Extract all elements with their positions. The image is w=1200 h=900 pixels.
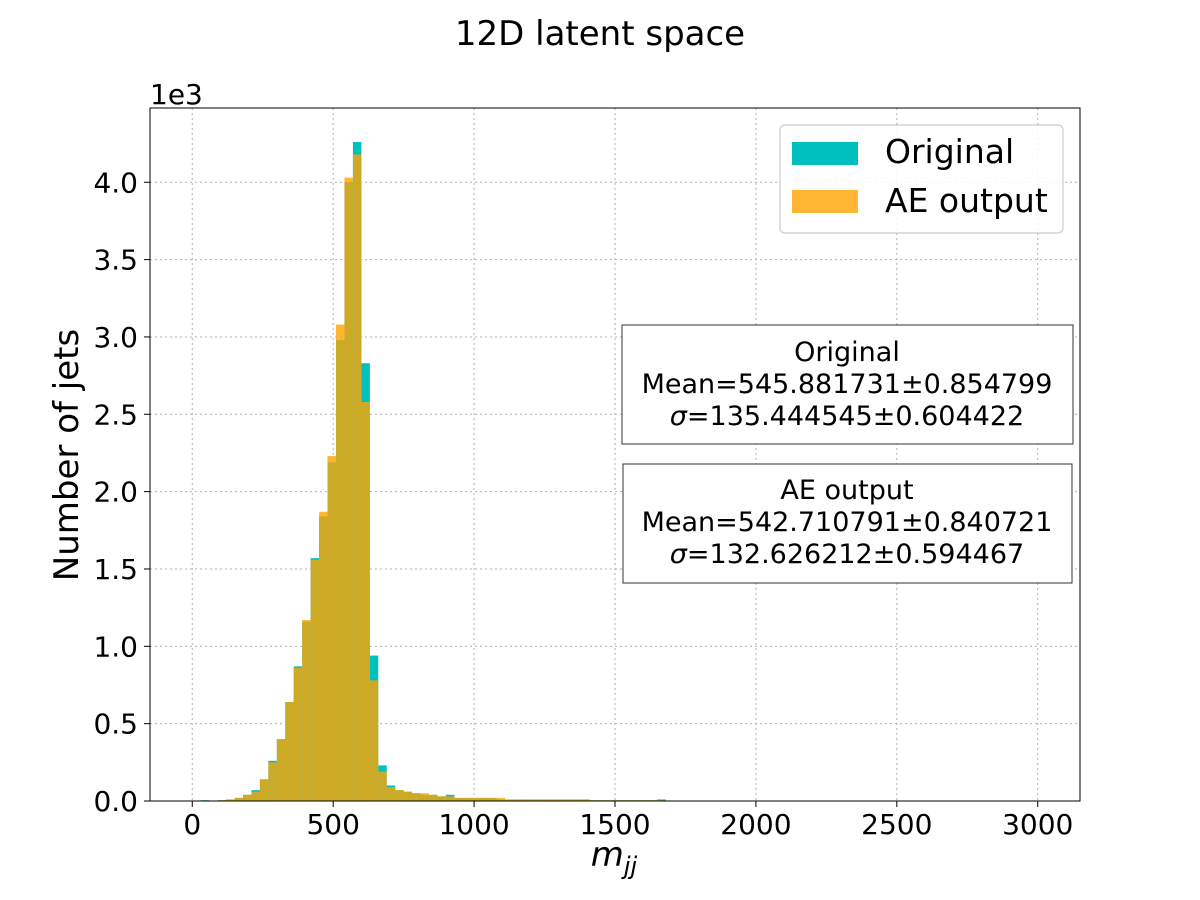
stat-box-original-title: Original [794, 337, 900, 368]
bar-ae-output-44 [572, 799, 582, 801]
bar-ae-output-14 [319, 511, 328, 801]
stat-box-ae-output-frame [622, 463, 1073, 584]
bar-ae-output-7 [259, 779, 269, 801]
stat-box-ae-output: AE output Mean=542.710791±0.840721 σ=132… [622, 463, 1073, 584]
x-tick-label-1: 500 [306, 808, 359, 841]
y-axis-label: Number of jets [47, 329, 87, 581]
stat-box-original: Original Mean=545.881731±0.854799 σ=135.… [621, 324, 1074, 445]
stat-box-ae-output-sigma: σ=132.626212±0.594467 [670, 539, 1024, 570]
bar-ae-output-34 [488, 797, 497, 801]
stat-box-ae-output-mean: Mean=542.710791±0.840721 [642, 507, 1053, 538]
y-tick-label-4: 2.0 [93, 476, 138, 509]
x-axis-label-subscript: jj [621, 852, 638, 880]
bar-ae-output-11 [293, 667, 303, 801]
legend-label-original: Original [885, 132, 1014, 171]
bar-ae-output-30 [454, 797, 463, 801]
y-tick-label-1: 0.5 [93, 708, 138, 741]
legend-swatch-original [792, 142, 858, 165]
legend: Original AE output [779, 124, 1064, 234]
bar-ae-output-32 [471, 797, 480, 801]
x-tick-label-3: 1500 [579, 808, 650, 841]
legend-swatch-ae-output [792, 190, 858, 213]
stat-box-original-mean: Mean=545.881731±0.854799 [642, 369, 1053, 400]
bar-ae-output-8 [268, 762, 277, 801]
bar-ae-output-4 [234, 797, 243, 801]
legend-label-ae-output: AE output [885, 181, 1048, 220]
x-tick-label-5: 2500 [861, 808, 932, 841]
bar-ae-output-35 [496, 797, 506, 801]
y-tick-label-3: 1.5 [93, 553, 138, 586]
bar-ae-output-21 [378, 771, 387, 801]
x-axis-label-main: m [591, 835, 624, 875]
bar-ae-output-16 [336, 324, 345, 801]
bar-ae-output-17 [344, 177, 353, 801]
bar-ae-output-40 [538, 799, 548, 801]
bar-ae-output-19 [361, 401, 370, 801]
bar-ae-output-22 [386, 787, 396, 801]
bar-ae-output-26 [420, 793, 429, 801]
y-tick-label-0: 0.0 [93, 785, 138, 818]
bar-ae-output-9 [276, 739, 286, 801]
bar-ae-output-24 [403, 791, 413, 801]
y-multiplier-label: 1e3 [150, 78, 203, 111]
x-tick-label-0: 0 [183, 808, 201, 841]
sigma-symbol: σ [670, 539, 688, 570]
bar-ae-output-5 [243, 794, 252, 801]
sigma-symbol: σ [670, 401, 688, 432]
bar-ae-output-13 [310, 559, 320, 801]
y-tick-label-2: 1.0 [93, 630, 138, 663]
bar-ae-output-3 [226, 799, 235, 801]
bar-ae-output-36 [505, 799, 514, 801]
bar-ae-output-45 [581, 799, 590, 801]
x-tick-label-4: 2000 [720, 808, 791, 841]
bar-ae-output-43 [564, 799, 573, 801]
y-tick-label-8: 4.0 [93, 166, 138, 199]
bar-ae-output-10 [285, 702, 294, 801]
bar-ae-output-39 [530, 799, 539, 801]
bar-ae-output-20 [369, 680, 379, 801]
bar-ae-output-33 [479, 797, 489, 801]
sigma-value: =132.626212±0.594467 [687, 539, 1024, 570]
bar-ae-output-37 [513, 799, 522, 801]
sigma-value: =135.444545±0.604422 [687, 401, 1024, 432]
stat-box-original-sigma: σ=135.444545±0.604422 [670, 401, 1024, 432]
chart-title: 12D latent space [455, 14, 745, 54]
bar-ae-output-38 [522, 799, 531, 801]
y-axis-ticks: 0.0 0.5 1.0 1.5 2.0 2.5 3.0 3.5 4.0 [93, 166, 150, 818]
x-axis-ticks: 0 500 1000 1500 2000 2500 3000 [183, 801, 1073, 841]
bar-ae-output-15 [327, 456, 336, 801]
series-ae-output-bars [217, 154, 666, 801]
x-axis-label: mjj [591, 835, 638, 880]
y-tick-label-7: 3.5 [93, 244, 138, 277]
bar-ae-output-31 [462, 797, 472, 801]
series-original-bars [200, 142, 666, 801]
bar-ae-output-18 [352, 154, 362, 801]
y-tick-label-6: 3.0 [93, 321, 138, 354]
bar-ae-output-27 [429, 794, 438, 801]
bar-ae-output-25 [412, 793, 421, 801]
stat-box-original-frame [621, 324, 1074, 445]
bar-ae-output-42 [555, 799, 565, 801]
x-tick-label-2: 1000 [438, 808, 509, 841]
bar-ae-output-23 [395, 790, 404, 801]
bar-ae-output-41 [547, 799, 556, 801]
bar-ae-output-6 [251, 791, 260, 801]
bar-ae-output-29 [445, 796, 455, 801]
bar-ae-output-12 [302, 620, 311, 801]
stat-box-ae-output-title: AE output [780, 475, 913, 506]
x-tick-label-6: 3000 [1002, 808, 1073, 841]
y-tick-label-5: 2.5 [93, 398, 138, 431]
bar-ae-output-28 [437, 796, 446, 801]
